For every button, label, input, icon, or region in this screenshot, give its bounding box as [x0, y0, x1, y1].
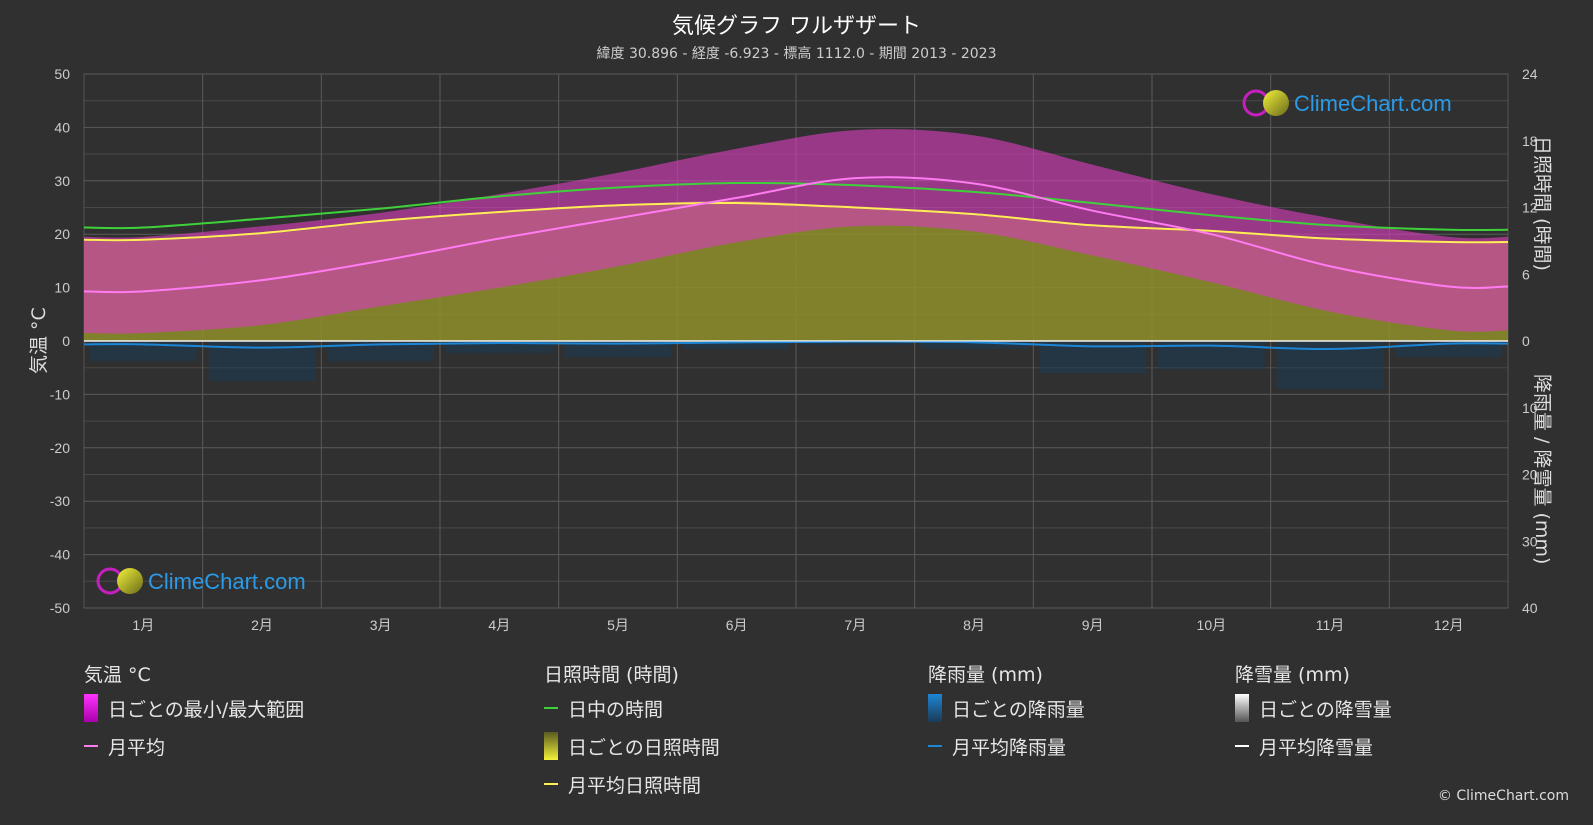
- logo-bottom: ClimeChart.com: [96, 567, 306, 595]
- legend-rain-mean-label: 月平均降雨量: [952, 736, 1067, 759]
- chart-subtitle: 緯度 30.896 - 経度 -6.923 - 標高 1112.0 - 期間 2…: [596, 46, 997, 62]
- legend-rain-heading: 降雨量 (mm): [928, 664, 1043, 686]
- right-sun-tick-label: 6: [1522, 266, 1530, 282]
- sunshine-daily-swatch: [544, 732, 558, 760]
- legend-temp-range-label: 日ごとの最小/最大範囲: [108, 698, 305, 721]
- rain-daily-bar: [564, 341, 672, 358]
- month-tick-label: 4月: [488, 617, 510, 633]
- month-tick-label: 1月: [132, 617, 154, 633]
- right-precip-tick-label: 30: [1522, 533, 1538, 549]
- legend-sunshine: 日照時間 (時間) 日中の時間 日ごとの日照時間 月平均日照時間: [544, 660, 720, 810]
- legend-sunshine-mean: 月平均日照時間: [544, 772, 720, 797]
- legend-sunshine-heading: 日照時間 (時間): [544, 664, 679, 686]
- month-tick-label: 6月: [726, 617, 748, 633]
- logo-text: ClimeChart.com: [1294, 91, 1452, 116]
- legend-temperature: 気温 °C 日ごとの最小/最大範囲 月平均: [84, 660, 304, 772]
- month-tick-label: 2月: [251, 617, 273, 633]
- legend-snow-mean: 月平均降雪量: [1235, 734, 1392, 759]
- daylight-swatch: [544, 707, 558, 709]
- legend-temp-mean-label: 月平均: [108, 736, 166, 759]
- month-tick-label: 12月: [1434, 617, 1464, 633]
- left-tick-label: -20: [50, 440, 70, 456]
- rain-daily-bar: [801, 341, 909, 346]
- right-sun-tick-label: 0: [1522, 333, 1530, 349]
- rain-daily-bar: [683, 341, 791, 350]
- daylight-line: [84, 181, 1508, 232]
- legend-daylight-label: 日中の時間: [568, 698, 664, 721]
- left-tick-label: -10: [50, 386, 70, 402]
- rain-daily-swatch: [928, 694, 942, 722]
- temp-mean-line: [84, 176, 1508, 294]
- logo-sun-icon: [1263, 90, 1289, 116]
- legend-rain-daily-label: 日ごとの降雨量: [952, 698, 1085, 721]
- right-precip-tick-label: 20: [1522, 467, 1538, 483]
- right-sun-tick-label: 12: [1522, 200, 1538, 216]
- month-tick-label: 8月: [963, 617, 985, 633]
- legend-snow-daily-label: 日ごとの降雪量: [1259, 698, 1392, 721]
- legend-snow-mean-label: 月平均降雪量: [1259, 736, 1374, 759]
- legend-snow-heading: 降雪量 (mm): [1235, 664, 1350, 686]
- month-tick-label: 5月: [607, 617, 629, 633]
- rain-mean-swatch: [928, 745, 942, 747]
- month-tick-label: 11月: [1316, 617, 1345, 633]
- legend-rain: 降雨量 (mm) 日ごとの降雨量 月平均降雨量: [928, 660, 1085, 772]
- legend-rain-mean: 月平均降雨量: [928, 734, 1085, 759]
- legend-temperature-heading: 気温 °C: [84, 664, 151, 686]
- left-tick-label: 50: [54, 66, 70, 82]
- right-axis-title-sunshine: 日照時間 (時間): [1531, 136, 1553, 271]
- left-tick-label: 40: [54, 119, 70, 135]
- right-precip-tick-label: 40: [1522, 600, 1538, 616]
- snow-mean-swatch: [1235, 745, 1249, 747]
- left-axis-title: 気温 °C: [28, 307, 50, 374]
- logo-top: ClimeChart.com: [1242, 89, 1452, 117]
- legend-sunshine-daily-label: 日ごとの日照時間: [568, 736, 720, 759]
- legend-sunshine-mean-label: 月平均日照時間: [568, 774, 702, 797]
- plot-area: [84, 129, 1508, 390]
- left-tick-label: -40: [50, 547, 70, 563]
- legend-daylight: 日中の時間: [544, 696, 720, 721]
- temp-range-swatch: [84, 694, 98, 722]
- right-precip-tick-label: 10: [1522, 400, 1538, 416]
- rain-mean-line: [84, 340, 1508, 351]
- month-tick-label: 10月: [1197, 617, 1227, 633]
- legend-sunshine-daily: 日ごとの日照時間: [544, 732, 720, 760]
- temp-range-band: [84, 129, 1508, 334]
- logo-sun-icon: [117, 568, 143, 594]
- legend-temp-range: 日ごとの最小/最大範囲: [84, 694, 305, 722]
- month-tick-label: 9月: [1082, 617, 1104, 633]
- sunshine-mean-line: [84, 201, 1508, 244]
- logo-text: ClimeChart.com: [148, 569, 306, 594]
- temp-range-highlight: [84, 129, 1508, 334]
- left-tick-label: -50: [50, 600, 70, 616]
- legend-temp-mean: 月平均: [84, 734, 304, 759]
- left-tick-label: 0: [62, 333, 70, 349]
- legend-snow-daily: 日ごとの降雪量: [1235, 694, 1392, 722]
- right-axis-title-precipitation: 降雨量 / 降雪量 (mm): [1531, 374, 1553, 565]
- copyright: © ClimeChart.com: [1437, 788, 1569, 804]
- sunshine-mean-swatch: [544, 783, 558, 785]
- left-tick-label: 20: [54, 226, 70, 242]
- chart-title: 気候グラフ ワルザザート: [672, 14, 921, 39]
- snow-daily-swatch: [1235, 694, 1249, 722]
- left-tick-label: 10: [54, 280, 70, 296]
- right-sun-tick-label: 18: [1522, 133, 1538, 149]
- left-tick-label: 30: [54, 173, 70, 189]
- month-tick-label: 7月: [844, 617, 866, 633]
- axes: 50 40 30 20 10 0 -10 -20 -30 -40 -50 24 18 12 6 0 10 20 30…: [50, 66, 1538, 633]
- rain-daily-bar: [920, 341, 1028, 350]
- temp-mean-swatch: [84, 745, 98, 747]
- legend-rain-daily: 日ごとの降雨量: [928, 694, 1085, 722]
- month-tick-label: 3月: [370, 617, 392, 633]
- left-tick-label: -30: [50, 493, 70, 509]
- legend-snow: 降雪量 (mm) 日ごとの降雪量 月平均降雪量: [1235, 660, 1392, 772]
- right-sun-tick-label: 24: [1522, 66, 1538, 82]
